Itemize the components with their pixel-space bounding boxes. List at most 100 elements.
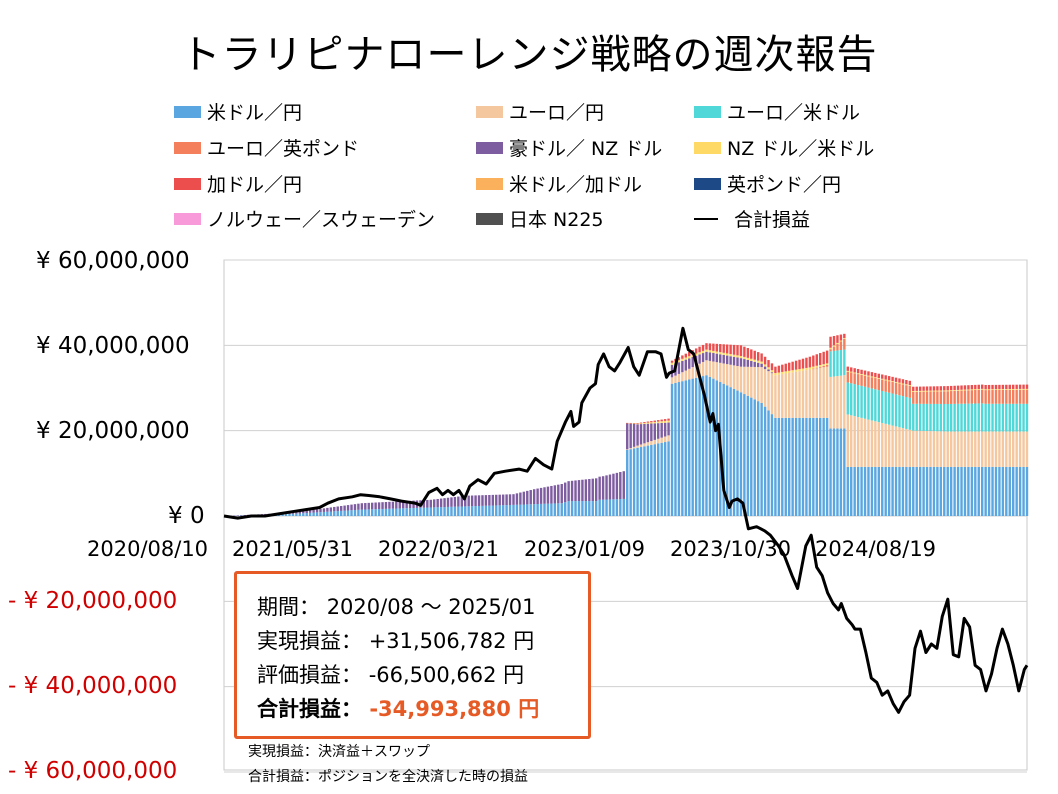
bar-w29-s4	[322, 508, 326, 512]
bar-w222-s2	[987, 403, 991, 432]
bar-w70-s4	[464, 495, 467, 507]
bar-w67-s0	[453, 506, 457, 516]
bar-w79-s0	[495, 505, 498, 516]
period-row: 期間： 2020/08 ～ 2025/01	[257, 590, 588, 624]
bar-w52-s4	[402, 501, 405, 509]
bar-w204-s5	[925, 390, 929, 392]
bar-w45-s4	[377, 502, 381, 510]
bar-w226-s3	[1001, 389, 1005, 404]
total-label: 合計損益：	[257, 697, 362, 721]
bar-w146-s5	[725, 353, 729, 356]
bar-w42-s4	[367, 502, 370, 510]
bar-w180-s2	[843, 349, 846, 376]
bar-w89-s4	[529, 490, 532, 505]
bar-w222-s1	[987, 431, 991, 467]
bar-w181-s0	[846, 466, 849, 516]
bar-w183-s0	[853, 466, 856, 516]
x-tick-label-1: 2021/05/31	[232, 537, 353, 561]
bar-w134-s0	[684, 380, 688, 516]
bar-w176-s3	[829, 349, 832, 352]
bar-w214-s1	[960, 431, 963, 467]
bar-w171-s6	[812, 355, 815, 367]
bar-w114-s4	[615, 472, 619, 500]
bar-w221-s1	[984, 431, 987, 467]
summary-box: 期間： 2020/08 ～ 2025/01 実現損益： +31,506,782 …	[234, 571, 591, 739]
bar-w43-s4	[370, 502, 374, 510]
bar-w214-s5	[960, 389, 963, 391]
bar-w214-s6	[960, 385, 963, 390]
bar-w219-s3	[977, 389, 980, 404]
bar-w39-s0	[357, 509, 360, 516]
bar-w213-s3	[956, 390, 960, 404]
bar-w78-s4	[491, 494, 495, 506]
bar-w200-s0	[912, 466, 915, 516]
legend-item-5: NZ ドル／米ドル	[694, 134, 874, 161]
bar-w78-s0	[491, 505, 495, 516]
bar-w196-s0	[898, 466, 901, 516]
bar-w110-s4	[601, 476, 605, 500]
legend-label-5: NZ ドル／米ドル	[727, 138, 875, 160]
bar-w118-s4	[629, 423, 632, 449]
bar-w136-s0	[691, 378, 694, 516]
legend-swatch-0	[174, 105, 201, 118]
bar-w193-s0	[887, 466, 891, 516]
bar-w107-s0	[591, 501, 594, 516]
bar-w158-s0	[767, 410, 770, 516]
legend-item-1: ユーロ／円	[476, 98, 604, 125]
bar-w214-s2	[960, 403, 963, 432]
bar-w123-s6	[646, 421, 650, 423]
realized-label: 実現損益：	[257, 629, 362, 653]
bar-w232-s2	[1022, 403, 1025, 432]
bar-w53-s0	[405, 508, 408, 516]
bar-w229-s1	[1012, 431, 1015, 467]
bar-w22-s4	[298, 511, 302, 514]
bar-w167-s1	[798, 371, 801, 418]
bar-w32-s0	[333, 511, 336, 516]
bar-w60-s0	[429, 507, 432, 516]
bar-w224-s6	[994, 384, 998, 390]
bar-w158-s5	[767, 367, 770, 370]
bar-w198-s3	[905, 385, 908, 397]
bar-w124-s0	[650, 444, 653, 516]
bar-w37-s4	[350, 504, 353, 511]
bar-w17-s0	[281, 514, 284, 516]
bar-w47-s4	[384, 502, 388, 509]
bar-w124-s6	[650, 421, 653, 423]
bar-w221-s2	[984, 403, 987, 432]
bar-w46-s0	[381, 508, 384, 516]
bar-w157-s6	[763, 356, 767, 365]
bar-w164-s1	[788, 372, 791, 418]
bar-w216-s2	[967, 403, 970, 432]
bar-w227-s1	[1005, 431, 1008, 467]
bar-w187-s2	[867, 387, 870, 420]
bar-w39-s4	[357, 503, 360, 510]
bar-w164-s5	[788, 370, 791, 373]
bar-w31-s4	[329, 507, 333, 512]
bar-w20-s0	[291, 513, 295, 516]
bar-w77-s0	[488, 505, 491, 516]
bar-w161-s5	[777, 372, 781, 375]
bar-w134-s4	[684, 359, 688, 371]
bar-w212-s3	[953, 390, 956, 404]
bar-w216-s1	[967, 431, 970, 467]
bar-w217-s0	[970, 466, 974, 516]
bar-w180-s1	[843, 375, 846, 429]
bar-w152-s5	[746, 357, 750, 360]
bar-w201-s1	[915, 430, 918, 467]
bar-w106-s0	[588, 501, 591, 516]
bar-w132-s0	[677, 382, 681, 516]
bar-w203-s1	[922, 430, 925, 467]
bar-w195-s6	[894, 377, 898, 382]
bar-w122-s0	[643, 446, 646, 516]
bar-w34-s4	[339, 506, 343, 511]
bar-w141-s0	[708, 376, 712, 516]
bar-w202-s1	[918, 430, 922, 467]
bar-w133-s6	[681, 355, 684, 359]
bar-w195-s3	[894, 382, 898, 395]
legend-label-4: 豪ドル／ NZ ドル	[509, 138, 663, 160]
bar-w104-s0	[581, 501, 584, 516]
bar-w164-s6	[788, 362, 791, 371]
bar-w224-s2	[994, 403, 998, 432]
bar-w224-s0	[994, 466, 998, 516]
bar-w108-s4	[595, 478, 598, 502]
